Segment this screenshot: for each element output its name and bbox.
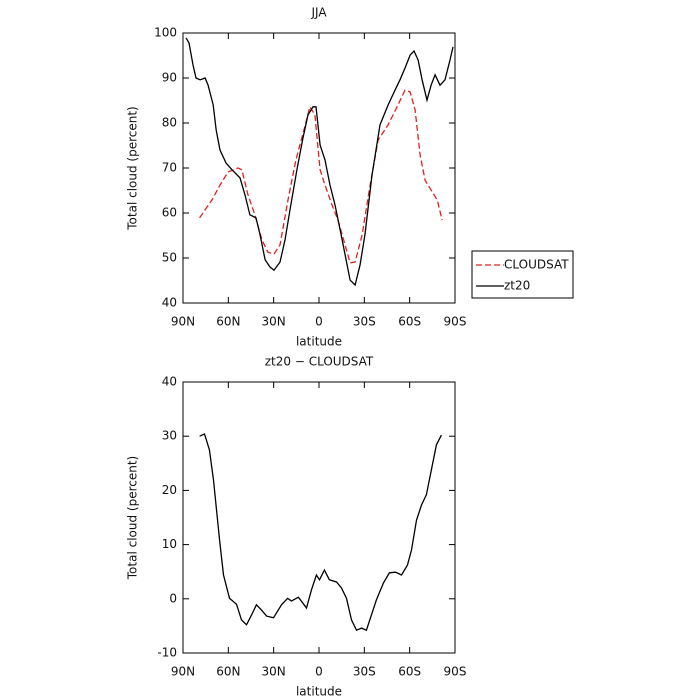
y-tick-label: 30 [162,429,177,443]
y-tick-label: 70 [162,161,177,175]
x-tick-label: 30N [262,315,286,329]
x-tick-label: 0 [315,665,323,679]
y-tick-label: 40 [162,296,177,310]
x-tick-label: 30N [262,665,286,679]
y-tick-label: 80 [162,116,177,130]
x-tick-label: 90S [444,315,467,329]
y-tick-label: 90 [162,71,177,85]
y-tick-label: 50 [162,251,177,265]
y-tick-label: 10 [162,537,177,551]
x-tick-label: 90N [171,315,195,329]
x-tick-label: 60S [398,315,421,329]
y-axis-label: Total cloud (percent) [126,456,140,580]
data-line [199,433,442,632]
x-tick-label: 0 [315,315,323,329]
y-tick-label: 0 [169,591,177,605]
legend-label: CLOUDSAT [504,258,569,272]
x-tick-label: 60N [216,315,240,329]
y-tick-label: -10 [157,646,177,660]
y-tick-label: 100 [154,26,177,40]
x-tick-label: 90S [444,665,467,679]
x-axis-label: latitude [296,685,342,699]
chart-title: zt20 − CLOUDSAT [265,355,374,369]
y-tick-label: 40 [162,375,177,389]
x-tick-label: 60S [398,665,421,679]
y-tick-label: 60 [162,206,177,220]
chart-title: JJA [310,6,327,20]
data-line [185,37,454,287]
x-tick-label: 90N [171,665,195,679]
legend-label: zt20 [504,279,530,293]
x-tick-label: 60N [216,665,240,679]
data-line [199,89,443,264]
x-tick-label: 30S [353,315,376,329]
plot-frame [182,32,456,304]
x-axis-label: latitude [296,335,342,349]
y-tick-label: 20 [162,483,177,497]
plot-frame [182,381,456,654]
x-tick-label: 30S [353,665,376,679]
y-axis-label: Total cloud (percent) [126,106,140,230]
legend-box [471,250,574,299]
